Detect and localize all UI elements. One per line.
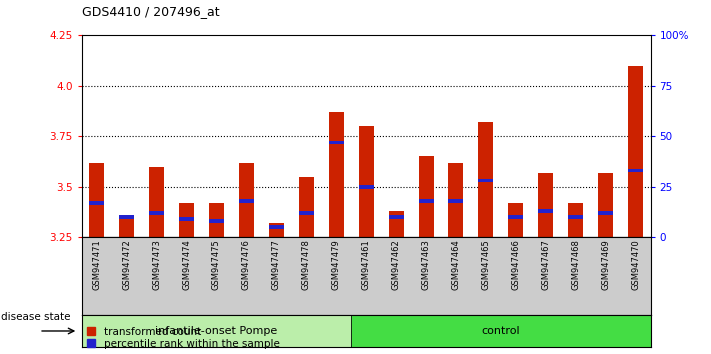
Text: GSM947463: GSM947463 [422, 240, 431, 290]
Text: GSM947470: GSM947470 [631, 240, 640, 290]
Bar [328, 141, 343, 144]
Bar [538, 173, 553, 237]
Text: GSM947473: GSM947473 [152, 240, 161, 290]
Text: GSM947462: GSM947462 [392, 240, 400, 290]
Text: GSM947475: GSM947475 [212, 240, 221, 290]
Bar [209, 219, 224, 223]
Bar [239, 199, 254, 203]
Bar [598, 211, 613, 215]
Bar [149, 211, 164, 215]
Text: disease state: disease state [1, 312, 70, 322]
Text: GSM947461: GSM947461 [362, 240, 370, 290]
Text: GSM947471: GSM947471 [92, 240, 101, 290]
Bar [209, 203, 224, 237]
Bar [568, 215, 583, 219]
Text: GSM947465: GSM947465 [481, 240, 491, 290]
Legend: transformed count, percentile rank within the sample: transformed count, percentile rank withi… [87, 327, 279, 349]
Bar [179, 217, 194, 221]
Bar [299, 211, 314, 215]
Bar [628, 66, 643, 237]
Bar [328, 112, 343, 237]
Bar [119, 217, 134, 237]
Bar [598, 173, 613, 237]
Text: GSM947478: GSM947478 [301, 240, 311, 290]
Bar [449, 162, 464, 237]
Bar [351, 315, 651, 347]
Bar [419, 156, 434, 237]
Text: GSM947479: GSM947479 [332, 240, 341, 290]
Text: GSM947468: GSM947468 [571, 240, 580, 290]
Bar [479, 179, 493, 183]
Bar [82, 315, 351, 347]
Text: GSM947477: GSM947477 [272, 240, 281, 290]
Bar [239, 162, 254, 237]
Text: GSM947476: GSM947476 [242, 240, 251, 290]
Bar [538, 209, 553, 213]
Bar [90, 201, 105, 205]
Bar [389, 211, 404, 237]
Text: GSM947464: GSM947464 [451, 240, 461, 290]
Text: GSM947469: GSM947469 [602, 240, 610, 290]
Bar [628, 169, 643, 172]
Bar [358, 185, 374, 189]
Bar [358, 126, 374, 237]
Bar [508, 203, 523, 237]
Bar [269, 223, 284, 237]
Text: GSM947467: GSM947467 [541, 240, 550, 290]
Bar [419, 199, 434, 203]
Bar [299, 177, 314, 237]
Text: control: control [481, 326, 520, 336]
Bar [149, 166, 164, 237]
Text: GDS4410 / 207496_at: GDS4410 / 207496_at [82, 5, 220, 18]
Bar [568, 203, 583, 237]
Bar [389, 215, 404, 219]
Bar [90, 162, 105, 237]
Bar [269, 225, 284, 229]
Bar [508, 215, 523, 219]
Bar [449, 199, 464, 203]
Text: GSM947466: GSM947466 [511, 240, 520, 290]
Text: GSM947472: GSM947472 [122, 240, 131, 290]
Text: infantile-onset Pompe: infantile-onset Pompe [156, 326, 277, 336]
Text: GSM947474: GSM947474 [182, 240, 191, 290]
Bar [179, 203, 194, 237]
Bar [479, 122, 493, 237]
Bar [119, 215, 134, 219]
